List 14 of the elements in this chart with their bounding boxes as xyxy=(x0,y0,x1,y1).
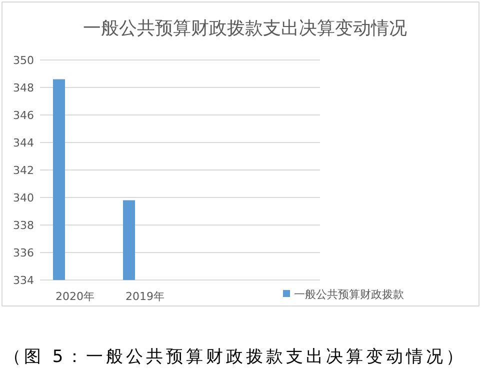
y-tick-label: 334 xyxy=(13,274,34,287)
text: （图 5：一般公共预算财政拨款支出决算变动情况） xyxy=(4,347,466,367)
y-tick-label: 336 xyxy=(13,246,34,260)
legend-label: 一般公共预算财政拨款 xyxy=(294,288,404,301)
y-tick-label: 340 xyxy=(13,192,34,204)
x-tick-label: 2020年 xyxy=(56,290,94,303)
y-tick-label: 348 xyxy=(13,82,34,94)
x-tick-label: 2019年 xyxy=(126,290,164,303)
y-tick-label: 350 xyxy=(13,54,34,67)
y-tick-label: 338 xyxy=(13,219,34,232)
y-tick-label: 342 xyxy=(13,164,34,177)
y-tick-label: 344 xyxy=(13,136,34,150)
chart-title: 一般公共预算财政拨款支出决算变动情况 xyxy=(83,18,407,39)
y-tick-label: 346 xyxy=(13,109,34,122)
